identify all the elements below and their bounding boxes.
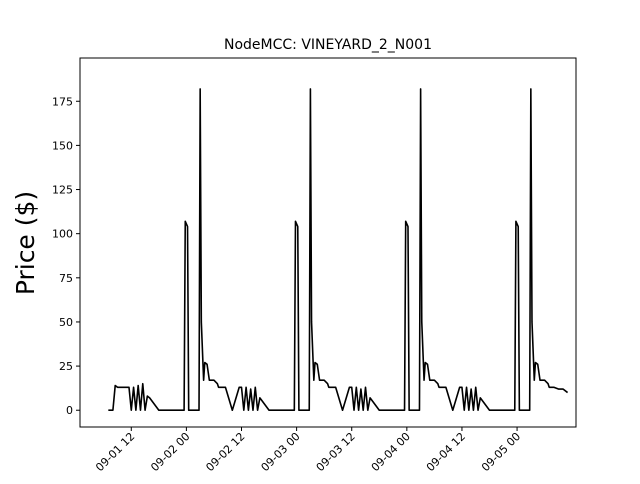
y-tick-label: 150 bbox=[52, 139, 73, 152]
plot-area-frame bbox=[79, 57, 577, 428]
y-tick-label: 75 bbox=[59, 272, 73, 285]
y-tick-label: 50 bbox=[59, 316, 73, 329]
y-tick-label: 175 bbox=[52, 95, 73, 108]
chart-title: NodeMCC: VINEYARD_2_N001 bbox=[224, 37, 432, 53]
y-tick-label: 25 bbox=[59, 360, 73, 373]
y-axis-ticks: 0 25 50 75 100 125 150 175 bbox=[52, 95, 80, 417]
price-series-line bbox=[108, 88, 569, 412]
y-tick-label: 100 bbox=[52, 228, 73, 241]
y-tick-label: 125 bbox=[52, 184, 73, 197]
y-tick-label: 0 bbox=[66, 404, 73, 417]
series-layer bbox=[108, 88, 569, 412]
y-axis-label: Price ($) bbox=[11, 191, 40, 295]
